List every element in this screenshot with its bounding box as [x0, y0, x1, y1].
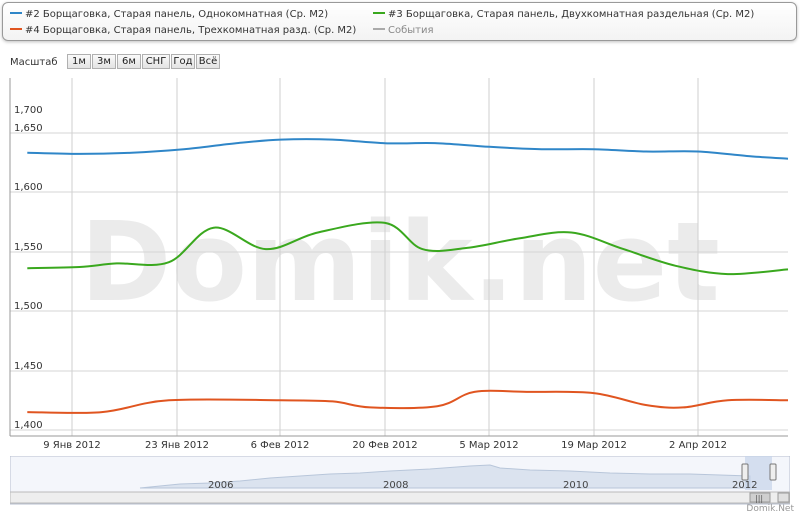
legend-item-series-3[interactable]: #3 Борщаговка, Старая панель, Двухкомнат… — [373, 9, 754, 21]
range-button-3m[interactable]: 3м — [92, 54, 116, 69]
range-button-all[interactable]: Всё — [196, 54, 220, 69]
navigator[interactable]: 2006 2008 2010 2012 ||| — [10, 456, 790, 512]
navigator-year-label: 2008 — [383, 480, 408, 491]
x-tick-label: 9 Янв 2012 — [43, 440, 101, 451]
x-tick-label: 20 Фев 2012 — [352, 440, 417, 451]
range-selector-label: Масштаб — [10, 57, 58, 68]
x-tick-label: 19 Мар 2012 — [561, 440, 627, 451]
navigator-handle-right[interactable] — [769, 463, 777, 481]
y-tick-label: 1,550 — [14, 242, 43, 253]
scrollbar-right-arrow-icon[interactable] — [777, 492, 790, 503]
range-button-ytd[interactable]: СНГ — [142, 54, 170, 69]
x-tick-label: 23 Янв 2012 — [145, 440, 209, 451]
legend-label: #2 Борщаговка, Старая панель, Однокомнат… — [25, 9, 329, 20]
x-axis-labels: 9 Янв 2012 23 Янв 2012 6 Фев 2012 20 Фев 20… — [43, 440, 727, 451]
legend-swatch — [10, 12, 22, 14]
navigator-handle-left[interactable] — [741, 463, 749, 481]
legend-item-events[interactable]: События — [373, 25, 434, 37]
credit-link[interactable]: Domik.Net — [746, 504, 794, 514]
y-tick-label: 1,700 — [14, 105, 43, 116]
legend-item-series-2[interactable]: #2 Борщаговка, Старая панель, Однокомнат… — [10, 9, 328, 21]
legend-label: События — [388, 25, 434, 36]
navigator-year-label: 2010 — [563, 480, 588, 491]
watermark: Domik.net — [80, 198, 720, 326]
range-button-6m[interactable]: 6м — [117, 54, 141, 69]
navigator-year-label: 2012 — [732, 480, 757, 491]
y-tick-label: 1,450 — [14, 361, 43, 372]
plot-border — [9, 78, 788, 437]
series-layer — [27, 138, 789, 414]
navigator-area — [139, 464, 751, 489]
series-line-2 — [27, 138, 789, 160]
legend-swatch — [373, 28, 385, 30]
legend: #2 Борщаговка, Старая панель, Однокомнат… — [2, 2, 797, 41]
y-tick-label: 1,500 — [14, 301, 43, 312]
range-button-1m[interactable]: 1м — [67, 54, 91, 69]
navigator-scrollbar-thumb[interactable] — [749, 492, 771, 503]
scrollbar-grip-icon: ||| — [755, 494, 763, 503]
navigator-year-label: 2006 — [208, 480, 233, 491]
range-button-year[interactable]: Год — [171, 54, 195, 69]
grid — [10, 78, 788, 436]
series-line-4 — [27, 389, 789, 414]
x-tick-label: 6 Фев 2012 — [251, 440, 310, 451]
legend-swatch — [10, 28, 22, 30]
navigator-scrollbar[interactable] — [10, 491, 790, 504]
y-axis-labels: 1,400 1,450 1,500 1,550 1,600 1,650 1,700 — [14, 105, 43, 431]
legend-swatch — [373, 12, 385, 14]
navigator-selected-range — [745, 456, 772, 490]
legend-item-series-4[interactable]: #4 Борщаговка, Старая панель, Трехкомнат… — [10, 25, 356, 37]
y-tick-label: 1,650 — [14, 123, 43, 134]
y-tick-label: 1,400 — [14, 420, 43, 431]
x-tick-label: 5 Мар 2012 — [459, 440, 518, 451]
legend-label: #4 Борщаговка, Старая панель, Трехкомнат… — [25, 25, 357, 36]
series-line-3 — [27, 221, 789, 276]
legend-label: #3 Борщаговка, Старая панель, Двухкомнат… — [388, 9, 755, 20]
y-tick-label: 1,600 — [14, 182, 43, 193]
x-tick-label: 2 Апр 2012 — [669, 440, 727, 451]
